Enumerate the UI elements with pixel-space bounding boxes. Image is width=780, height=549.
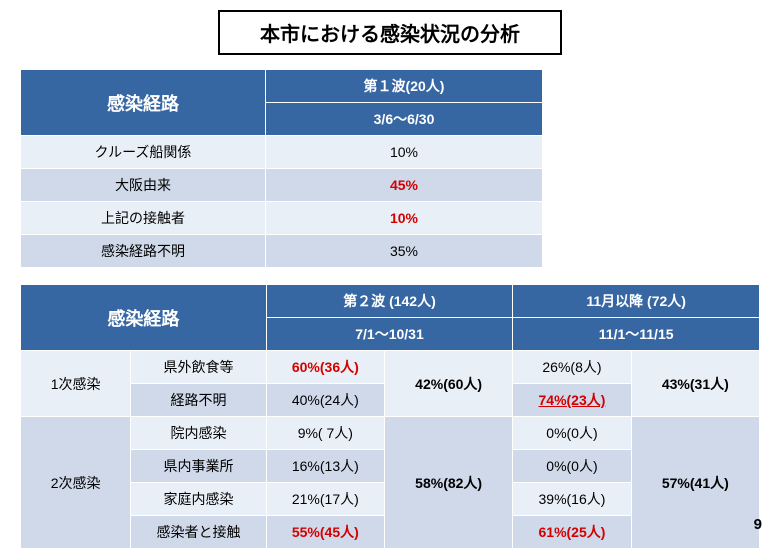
group-total: 42%(60人) xyxy=(384,351,512,417)
route-header: 感染経路 xyxy=(21,285,267,351)
cell-value: 21%(17人) xyxy=(266,483,384,516)
cell-value: 39%(16人) xyxy=(513,483,631,516)
group-total: 58%(82人) xyxy=(384,417,512,549)
cell-value: 0%(0人) xyxy=(513,450,631,483)
group-total: 57%(41人) xyxy=(631,417,759,549)
row-label: 大阪由来 xyxy=(21,169,266,202)
row-value: 10% xyxy=(266,202,543,235)
cell-value: 60%(36人) xyxy=(266,351,384,384)
cell-value: 55%(45人) xyxy=(266,516,384,549)
group-label: 2次感染 xyxy=(21,417,131,549)
cell-value: 61%(25人) xyxy=(513,516,631,549)
sub-label: 家庭内感染 xyxy=(131,483,266,516)
table-wave2-3: 感染経路 第２波 (142人) 11月以降 (72人) 7/1～10/31 11… xyxy=(20,284,760,549)
page-title: 本市における感染状況の分析 xyxy=(218,10,562,55)
sub-label: 院内感染 xyxy=(131,417,266,450)
table-wave1: 感染経路 第１波(20人) 3/6～6/30 クルーズ船関係 10% 大阪由来 … xyxy=(20,69,543,268)
wave3-header: 11月以降 (72人) xyxy=(513,285,760,318)
sub-label: 感染者と接触 xyxy=(131,516,266,549)
row-label: 感染経路不明 xyxy=(21,235,266,268)
wave3-period: 11/1～11/15 xyxy=(513,318,760,351)
sub-label: 県内事業所 xyxy=(131,450,266,483)
row-label: クルーズ船関係 xyxy=(21,136,266,169)
cell-value: 74%(23人) xyxy=(513,384,631,417)
route-header: 感染経路 xyxy=(21,70,266,136)
row-label: 上記の接触者 xyxy=(21,202,266,235)
cell-value: 0%(0人) xyxy=(513,417,631,450)
sub-label: 県外飲食等 xyxy=(131,351,266,384)
cell-value: 26%(8人) xyxy=(513,351,631,384)
row-value: 45% xyxy=(266,169,543,202)
sub-label: 経路不明 xyxy=(131,384,266,417)
cell-value: 40%(24人) xyxy=(266,384,384,417)
row-value: 10% xyxy=(266,136,543,169)
group-label: 1次感染 xyxy=(21,351,131,417)
cell-value: 16%(13人) xyxy=(266,450,384,483)
wave2-header: 第２波 (142人) xyxy=(266,285,513,318)
row-value: 35% xyxy=(266,235,543,268)
group-total: 43%(31人) xyxy=(631,351,759,417)
page-number: 9 xyxy=(754,516,762,533)
cell-value: 9%( 7人) xyxy=(266,417,384,450)
wave2-period: 7/1～10/31 xyxy=(266,318,513,351)
wave1-header: 第１波(20人) xyxy=(266,70,543,103)
wave1-period: 3/6～6/30 xyxy=(266,103,543,136)
